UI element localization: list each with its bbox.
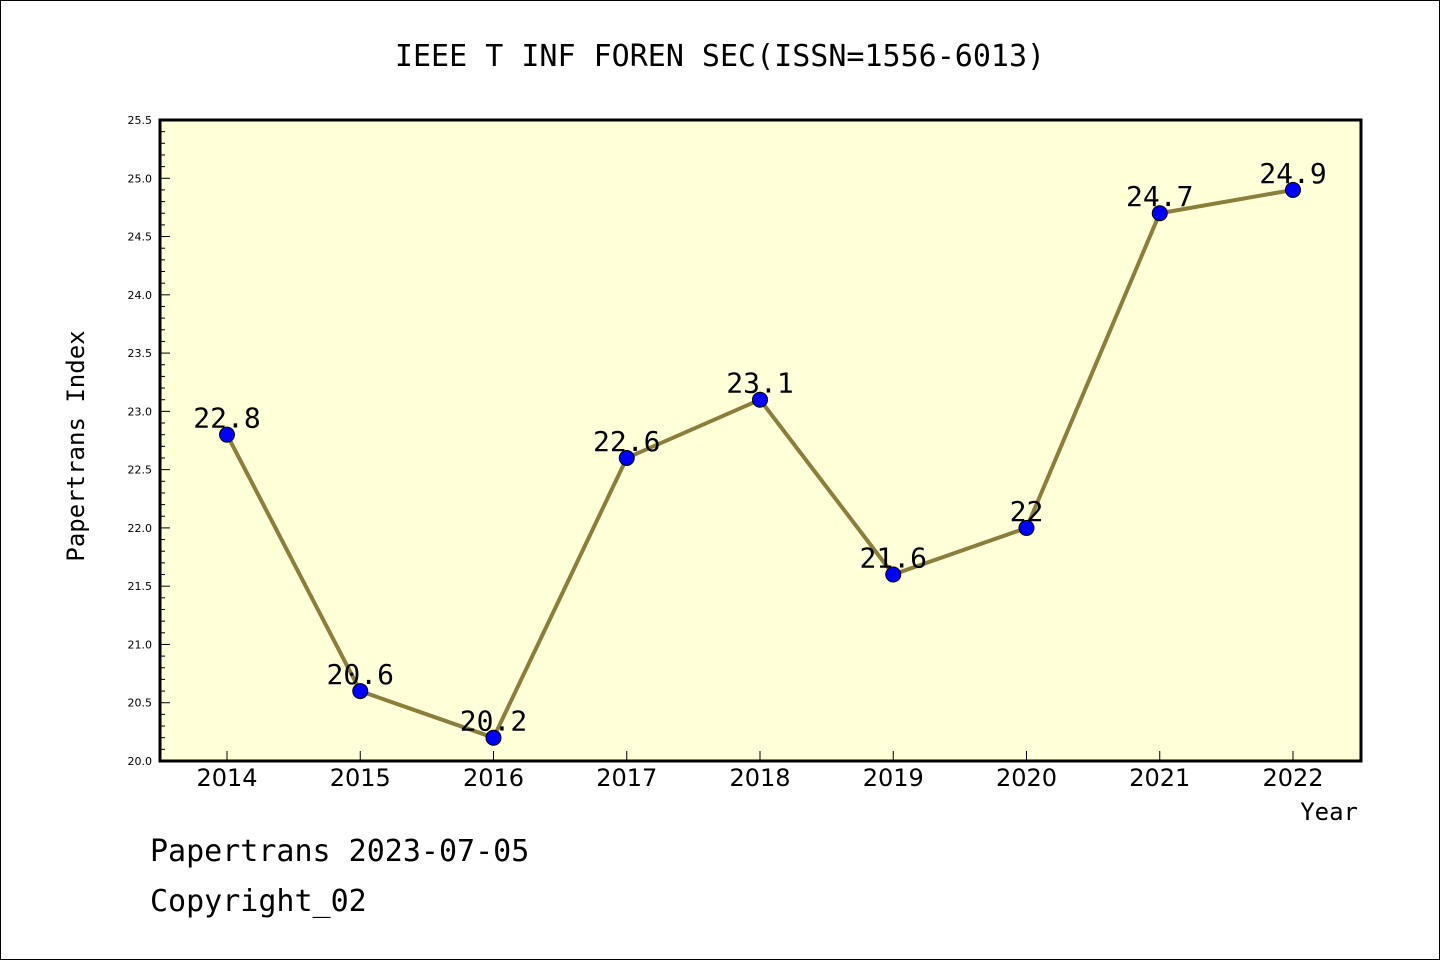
data-label: 24.7 — [1126, 180, 1193, 213]
data-point-marker — [1018, 519, 1035, 536]
y-tick-label: 21.0 — [128, 638, 153, 651]
x-tick-label: 2017 — [596, 764, 657, 792]
chart-title: IEEE T INF FOREN SEC(ISSN=1556-6013) — [395, 39, 1045, 74]
data-label: 20.2 — [460, 705, 527, 738]
data-point-marker — [485, 729, 502, 746]
y-tick-label: 24.0 — [128, 289, 153, 302]
data-label: 23.1 — [726, 367, 793, 400]
x-tick-label: 2014 — [196, 764, 257, 792]
x-tick-label: 2019 — [863, 764, 924, 792]
x-tick-label: 2015 — [330, 764, 391, 792]
data-markers — [219, 181, 1301, 746]
y-tick-label: 24.5 — [128, 231, 153, 244]
data-label: 21.6 — [860, 542, 927, 575]
data-point-marker — [1285, 181, 1301, 198]
y-tick-label: 22.0 — [128, 522, 153, 535]
y-tick-label: 23.5 — [128, 347, 153, 360]
footer-date: Papertrans 2023-07-05 — [150, 834, 530, 869]
x-tick-label: 2020 — [996, 764, 1057, 792]
data-labels: 22.8 20.6 20.2 22.6 23.1 21.6 22 24.7 24.9 — [193, 157, 1326, 738]
x-axis-label: Year — [1300, 798, 1358, 826]
data-label: 24.9 — [1259, 157, 1326, 190]
y-tick-label: 21.5 — [128, 580, 153, 593]
y-tick-label: 20.5 — [128, 697, 153, 710]
x-tick-label: 2022 — [1262, 764, 1323, 792]
x-tick-label: 2018 — [729, 764, 790, 792]
data-label: 22 — [1010, 495, 1044, 528]
y-tick-label: 23.0 — [128, 405, 153, 418]
data-point-marker — [618, 449, 635, 466]
x-tick-label: 2016 — [463, 764, 524, 792]
y-axis-label: Papertrans Index — [62, 330, 90, 561]
y-tick-label: 20.0 — [128, 755, 153, 768]
data-point-marker — [352, 683, 369, 700]
data-label: 22.8 — [193, 402, 260, 435]
plot-area — [160, 120, 1361, 761]
footer-copyright: Copyright_02 — [150, 884, 367, 919]
plot-border — [158, 118, 1363, 763]
data-label: 22.6 — [593, 425, 660, 458]
x-axis-ticks: 2014 2015 2016 2017 2018 2019 2020 2021 2022 — [196, 751, 1324, 792]
y-tick-label: 25.0 — [128, 172, 153, 185]
data-point-marker — [885, 566, 902, 583]
data-label: 20.6 — [327, 658, 394, 691]
data-point-marker — [752, 391, 768, 408]
data-point-marker — [219, 426, 235, 443]
data-point-marker — [1151, 205, 1168, 222]
y-tick-label: 22.5 — [128, 464, 153, 477]
y-axis-ticks: 20.0 20.5 21.0 21.5 22.0 22.5 23.0 23.5 24.0 24.5… — [128, 114, 170, 768]
y-tick-label: 25.5 — [128, 114, 153, 127]
x-tick-label: 2021 — [1129, 764, 1190, 792]
